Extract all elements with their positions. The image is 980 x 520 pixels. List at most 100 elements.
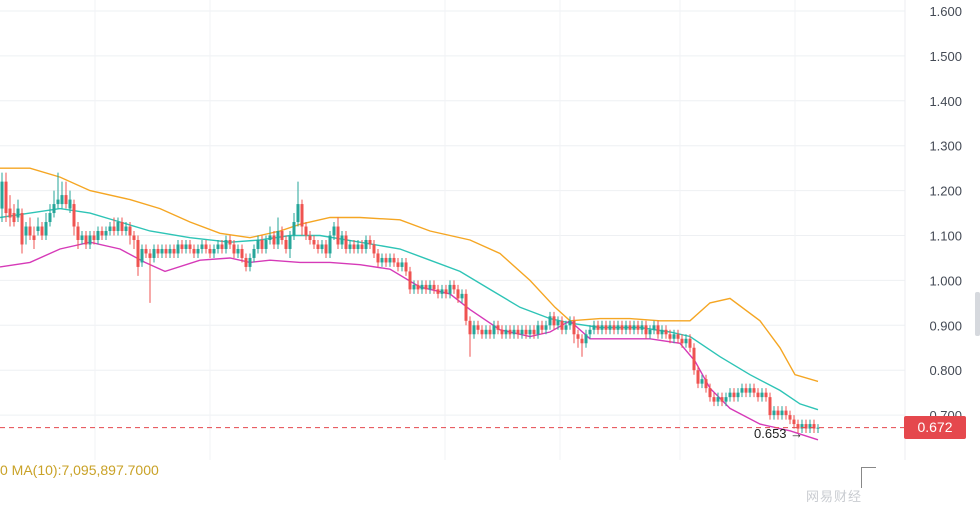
candle-body [516,329,520,335]
candle [640,320,644,335]
candle [344,231,348,254]
candle-body [40,226,44,236]
candle-body [208,248,212,254]
candle-body [0,181,4,209]
candle [648,325,652,339]
candle-body [740,388,744,393]
candle-body [792,419,796,425]
candle [192,244,196,258]
candle [4,172,8,223]
candle [220,239,224,254]
candle [8,195,12,227]
candle [92,231,96,245]
candle-body [512,329,516,335]
candle [268,226,272,245]
candle-body [472,325,476,335]
candle-body [532,329,536,335]
candle-body [632,325,636,330]
candle-body [312,239,316,245]
candle-body [504,329,508,335]
candle [440,284,444,299]
candle-body [352,244,356,249]
candle [776,406,780,420]
candle-body [268,235,272,240]
candle [716,392,720,407]
candle-body [288,235,292,249]
candle [280,226,284,245]
candle-body [492,325,496,335]
candle-body [804,424,808,429]
candle-body [436,289,440,294]
candle-body [588,329,592,335]
candle-body [748,388,752,393]
candle [164,244,168,258]
candle [128,222,132,245]
ma-indicator-readout: 0 MA(10):7,095,897.7000 [0,462,159,478]
candle-body [116,222,120,232]
candle [236,244,240,258]
candle [476,320,480,335]
candle-body [148,253,152,258]
candle [248,253,252,272]
candle [224,235,228,254]
candle [324,239,328,258]
candle-body [796,424,800,429]
candle [804,419,808,434]
candle-body [296,204,300,223]
candle [32,226,36,249]
candle [428,280,432,294]
candle-body [308,235,312,240]
bollinger-upper-line [0,167,819,383]
price-scale-handle[interactable] [975,292,980,336]
candle [592,320,596,335]
candle [208,244,212,258]
candle [484,325,488,339]
candle-body [332,226,336,236]
candle [124,222,128,236]
candle-body [756,392,760,398]
candle [80,231,84,245]
candle [188,239,192,254]
candle-body [560,320,564,330]
candle [668,329,672,344]
y-tick-label: 1.300 [929,139,962,154]
candle-body [580,338,584,344]
candle-body [364,239,368,249]
candle-body [16,208,20,218]
candle [132,231,136,249]
candle-body [760,392,764,398]
candle [144,244,148,258]
candle [624,320,628,335]
candle [108,222,112,236]
candle-body [424,284,428,290]
candle-body [788,415,792,420]
candle-body [484,329,488,335]
candle [260,235,264,254]
candle [548,311,552,330]
candle [488,325,492,339]
y-tick-label: 1.500 [929,49,962,64]
candle-body [564,325,568,330]
candle-body [152,248,156,258]
candle-body [656,325,660,335]
candle-body [452,284,456,290]
candle [764,388,768,402]
candle [264,235,268,254]
candle-body [668,334,672,339]
candle-body [384,257,388,263]
candle-body [344,235,348,249]
candle-body [220,244,224,249]
candle [568,316,572,330]
watermark: 网易财经 [806,489,863,504]
candle-body [600,325,604,330]
candle-body [76,226,80,240]
candle-body [420,284,424,290]
candle-body [124,226,128,232]
candle-body [212,248,216,254]
candle-body [368,239,372,245]
candle [184,239,188,254]
corner-bracket-icon[interactable] [861,467,876,488]
candle [196,244,200,258]
candle [284,235,288,254]
